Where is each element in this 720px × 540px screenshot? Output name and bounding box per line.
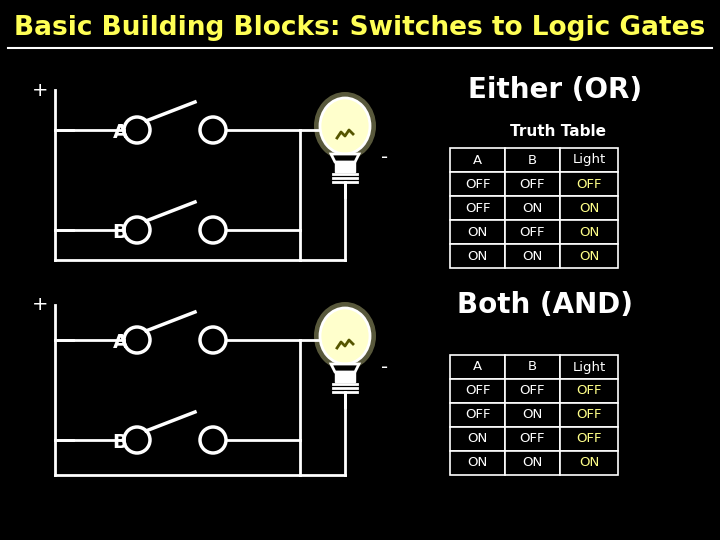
Text: ON: ON [467,249,487,262]
Text: B: B [528,153,537,166]
Text: ON: ON [579,226,599,239]
Polygon shape [331,154,359,162]
FancyBboxPatch shape [505,196,560,220]
Text: Both (AND): Both (AND) [457,291,633,319]
FancyBboxPatch shape [505,148,560,172]
Ellipse shape [314,92,376,160]
Text: -: - [382,148,389,167]
FancyBboxPatch shape [505,451,560,475]
Text: -: - [382,359,389,377]
FancyBboxPatch shape [505,172,560,196]
Ellipse shape [314,302,376,370]
Text: ON: ON [467,456,487,469]
Ellipse shape [320,308,370,364]
FancyBboxPatch shape [450,355,505,379]
FancyBboxPatch shape [560,196,618,220]
FancyBboxPatch shape [560,451,618,475]
Text: OFF: OFF [520,384,545,397]
FancyBboxPatch shape [560,403,618,427]
Text: OFF: OFF [576,408,602,422]
Text: OFF: OFF [520,226,545,239]
Ellipse shape [320,98,370,154]
FancyBboxPatch shape [450,403,505,427]
FancyBboxPatch shape [450,427,505,451]
Text: A: A [112,333,127,352]
Text: ON: ON [523,201,543,214]
Text: ON: ON [467,433,487,446]
Text: ON: ON [579,249,599,262]
FancyBboxPatch shape [505,427,560,451]
Text: OFF: OFF [464,178,490,191]
Text: OFF: OFF [464,384,490,397]
Text: ON: ON [579,201,599,214]
Text: OFF: OFF [464,201,490,214]
FancyBboxPatch shape [505,403,560,427]
Text: Basic Building Blocks: Switches to Logic Gates: Basic Building Blocks: Switches to Logic… [14,15,706,41]
Text: Light: Light [572,153,606,166]
Text: OFF: OFF [576,178,602,191]
Polygon shape [335,162,355,172]
FancyBboxPatch shape [505,244,560,268]
Text: +: + [32,295,48,314]
Text: Either (OR): Either (OR) [468,76,642,104]
Text: ON: ON [523,249,543,262]
Text: +: + [32,80,48,99]
FancyBboxPatch shape [560,148,618,172]
FancyBboxPatch shape [560,220,618,244]
Text: B: B [112,222,127,241]
Text: ON: ON [467,226,487,239]
FancyBboxPatch shape [505,379,560,403]
FancyBboxPatch shape [560,172,618,196]
FancyBboxPatch shape [560,244,618,268]
Polygon shape [331,364,359,372]
FancyBboxPatch shape [450,148,505,172]
Text: B: B [112,433,127,451]
Text: ON: ON [579,456,599,469]
Text: OFF: OFF [576,384,602,397]
FancyBboxPatch shape [450,172,505,196]
Text: ON: ON [523,456,543,469]
Text: OFF: OFF [520,178,545,191]
FancyBboxPatch shape [450,220,505,244]
Text: A: A [112,123,127,141]
Text: OFF: OFF [520,433,545,446]
FancyBboxPatch shape [450,244,505,268]
Text: Light: Light [572,361,606,374]
FancyBboxPatch shape [505,355,560,379]
FancyBboxPatch shape [560,355,618,379]
Text: A: A [473,153,482,166]
FancyBboxPatch shape [450,196,505,220]
FancyBboxPatch shape [450,451,505,475]
Text: B: B [528,361,537,374]
Text: OFF: OFF [464,408,490,422]
Text: A: A [473,361,482,374]
Text: ON: ON [523,408,543,422]
Text: Truth Table: Truth Table [510,125,606,139]
FancyBboxPatch shape [560,427,618,451]
FancyBboxPatch shape [560,379,618,403]
FancyBboxPatch shape [450,379,505,403]
FancyBboxPatch shape [505,220,560,244]
Text: OFF: OFF [576,433,602,446]
Polygon shape [335,372,355,382]
